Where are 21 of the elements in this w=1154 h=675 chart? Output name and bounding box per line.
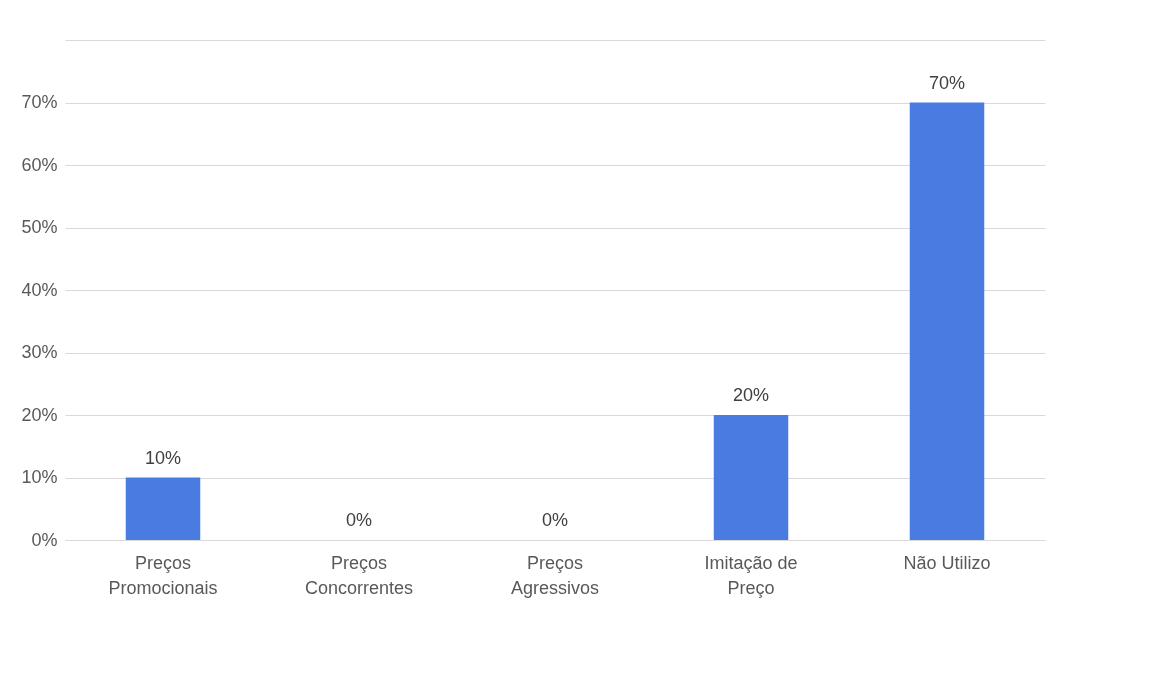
bar <box>713 415 789 540</box>
y-tick-label: 20% <box>21 404 58 425</box>
y-tick-label: 40% <box>21 279 58 300</box>
y-tick-label: 10% <box>21 467 58 487</box>
y-tick-label: 30% <box>21 342 58 362</box>
data-label: 70% <box>928 72 966 93</box>
x-tick-label: Não Utilizo <box>903 552 991 573</box>
y-tick-label: 50% <box>21 217 58 237</box>
data-label: 20% <box>732 385 770 405</box>
y-tick-label: 70% <box>21 92 58 112</box>
data-label: 0% <box>541 510 569 530</box>
bar <box>125 477 201 540</box>
x-tick-label: Preços Concorrentes <box>304 552 414 598</box>
data-label: 10% <box>144 447 182 468</box>
bar <box>909 102 985 540</box>
y-tick-label: 0% <box>31 529 58 550</box>
x-tick-label: Imitação de Preço <box>704 552 798 598</box>
x-tick-label: Preços Promocionais <box>108 552 218 598</box>
y-tick-label: 60% <box>21 154 58 175</box>
x-tick-label: Preços Agressivos <box>510 552 600 598</box>
data-label: 0% <box>345 510 373 530</box>
